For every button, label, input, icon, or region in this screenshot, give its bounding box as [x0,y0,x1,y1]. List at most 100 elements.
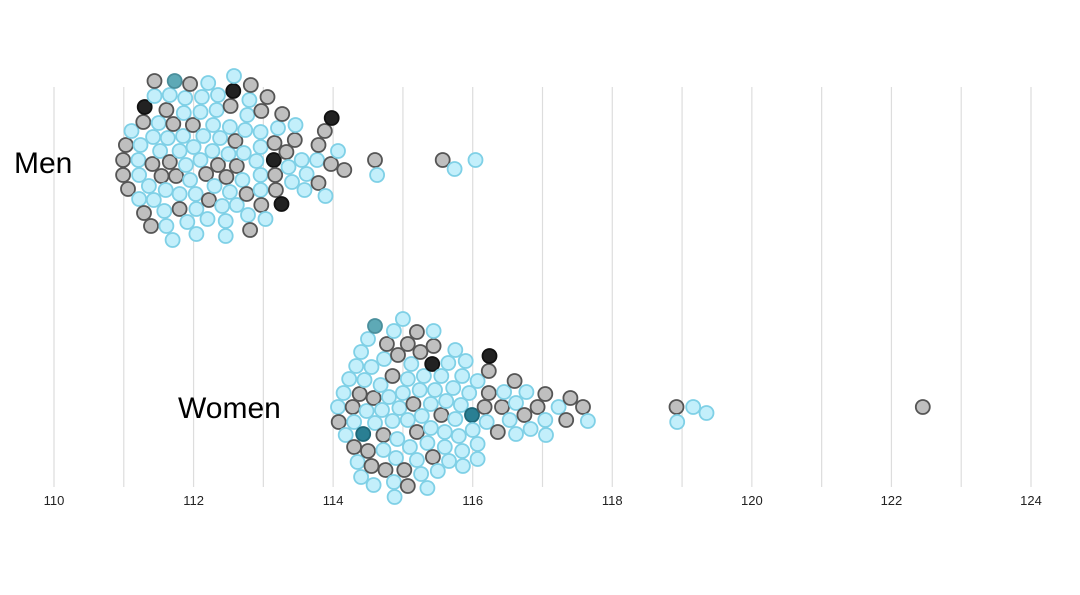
data-point-men [270,120,286,136]
data-point-women [376,351,393,367]
data-point-men [136,99,153,115]
data-point-women [363,359,380,375]
data-point-men [171,143,188,159]
data-point-men [115,167,131,183]
data-point-women [424,356,441,372]
data-point-women [399,412,416,428]
data-point-men [252,167,269,183]
data-point-men [120,181,136,197]
data-point-women [464,407,480,423]
data-point-men [177,90,194,106]
data-point-women [447,411,464,427]
x-axis-tick-labels: 110 112 114 116 118 120 122 124 [44,493,1042,508]
data-point-men [192,152,209,168]
data-point-women [377,462,394,478]
data-point-women [454,368,471,384]
data-point-women [452,397,469,413]
data-point-men [132,137,149,153]
data-point-women [698,405,715,421]
data-point-women [464,422,481,438]
data-point-men [159,130,176,146]
x-tick-label: 124 [1020,493,1042,508]
data-point-women [408,452,425,468]
data-point-men [259,89,276,105]
data-point-women [408,324,425,340]
data-point-women [518,384,535,400]
data-point-women [454,443,471,459]
data-point-women [422,420,439,436]
data-point-men [187,186,204,202]
data-point-men [252,124,269,140]
data-point-men [144,156,161,172]
data-point-men [156,203,173,219]
data-point-women [415,368,432,384]
data-point-men [145,129,162,145]
data-point-women [558,412,575,428]
data-point-men [188,226,205,242]
data-point-women [375,427,392,443]
data-point-women [438,393,455,409]
data-point-men [161,154,178,170]
data-point-men [221,184,238,200]
data-point-men [265,152,282,168]
data-point-men [205,117,222,133]
data-point-men [296,182,313,198]
data-point-women [413,408,430,424]
data-point-women [537,386,554,402]
data-point-men [222,98,239,114]
data-point-women [469,451,486,467]
data-point-men [286,132,303,148]
data-point-men [175,105,192,121]
data-point-women [355,426,372,442]
data-point-women [405,396,422,412]
data-point-men [257,211,274,227]
data-point-women [436,424,453,440]
data-point-men [146,88,163,104]
data-point-women [365,390,382,406]
data-point-women [422,396,439,412]
data-point-men [158,218,175,234]
x-tick-label: 110 [44,493,65,508]
data-point-men [165,116,182,132]
data-point-men [193,89,210,105]
data-point-men [130,152,147,168]
data-point-men [210,87,226,103]
group-label-men: Men [14,147,72,180]
data-point-men [266,135,283,151]
data-point-men [242,77,259,93]
vertical-gridlines [53,87,1032,487]
data-point-women [580,413,596,429]
data-point-men [220,146,237,162]
data-point-women [454,458,471,474]
x-tick-label: 114 [323,493,344,508]
data-point-women [394,385,411,401]
data-point-women [408,424,425,440]
data-point-men [287,117,304,133]
data-point-men [467,152,484,168]
data-point-women [668,399,685,415]
data-point-women [412,344,429,360]
data-point-men [177,157,194,173]
data-point-men [241,92,258,108]
data-point-men [218,169,235,185]
data-point-men [179,214,196,230]
data-point-women [396,462,413,478]
data-point-women [372,377,389,393]
data-point-men [310,137,327,153]
data-point-women [440,355,457,371]
data-point-men [204,143,221,159]
data-point-men [146,73,163,89]
data-point-women [914,399,931,415]
data-point-men [217,213,234,229]
data-point-women [356,372,373,388]
data-point-men [267,182,284,198]
x-tick-label: 118 [602,493,623,508]
data-point-women [425,338,442,354]
data-point-women [363,458,380,474]
data-point-men [199,211,216,227]
data-point-men [323,110,340,126]
data-point-women [381,389,397,405]
data-point-men [192,104,209,120]
data-points [115,68,931,505]
data-point-men [336,162,353,178]
